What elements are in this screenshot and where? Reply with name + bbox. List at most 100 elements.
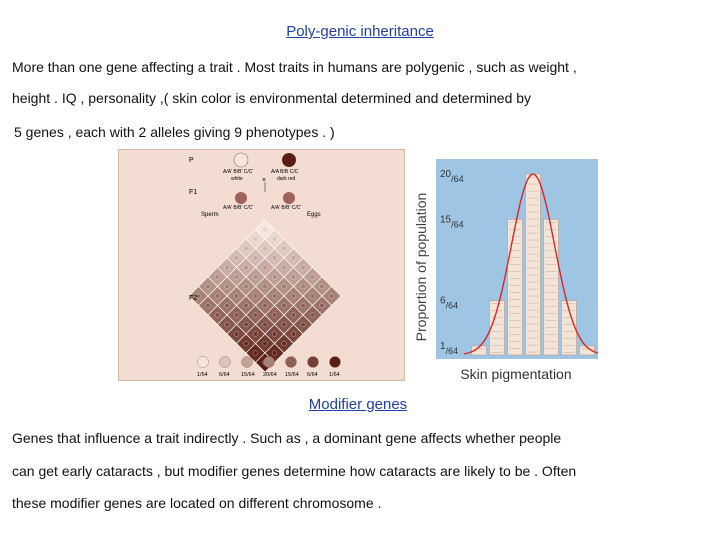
offspring-circle	[290, 331, 297, 337]
offspring-circle	[271, 255, 278, 261]
offspring-circle	[233, 331, 240, 337]
offspring-circle	[281, 302, 287, 309]
offspring-circle	[205, 302, 211, 309]
modifier-genes-title: Modifier genes	[308, 396, 408, 413]
offspring-circle	[233, 312, 240, 318]
generation-label-f1: F1	[189, 189, 197, 196]
skin-pigmentation-chart: 1/64 6/64 15/64 20/64 Proportion of populat…	[410, 155, 600, 385]
bars-group	[471, 173, 595, 356]
y-tick-label: 15/64	[440, 214, 464, 229]
offspring-circle	[233, 274, 240, 280]
offspring-circle	[281, 283, 287, 290]
offspring-circle	[243, 302, 249, 309]
offspring-circle	[252, 255, 259, 261]
offspring-circle	[243, 283, 249, 290]
bar	[507, 218, 523, 356]
polygenic-line-1: More than one gene affecting a trait . M…	[12, 59, 577, 75]
offspring-circle	[262, 226, 268, 233]
y-ticks: 1/64 6/64 15/64 20/64	[440, 169, 464, 356]
offspring-circle	[271, 350, 278, 356]
punnett-svg: P F1 F2 A/A' B/B' C/C' white A/A B/B C/C…	[188, 152, 342, 378]
modifier-line-3: these modifier genes are located on diff…	[12, 495, 382, 511]
offspring-circle	[252, 350, 259, 356]
phenotype-ratio: 20/64	[263, 372, 277, 378]
offspring-circle	[290, 255, 297, 261]
y-tick-label: 1/64	[440, 341, 458, 356]
offspring-circle	[243, 245, 249, 252]
offspring-circle	[300, 264, 306, 271]
bar	[543, 218, 559, 356]
offspring-circle	[262, 283, 268, 290]
phenotype-circle	[197, 356, 209, 368]
parent-white-circle	[233, 152, 249, 168]
phenotype-circle	[219, 356, 231, 368]
offspring-circle	[271, 312, 278, 318]
phenotype-ratio: 6/64	[219, 372, 230, 378]
offspring-circle	[262, 302, 268, 309]
offspring-circle	[290, 293, 297, 299]
offspring-circle	[328, 293, 335, 299]
modifier-line-1: Genes that influence a trait indirectly …	[12, 430, 562, 446]
parent-left-genotype: A/A' B/B' C/C'	[223, 169, 253, 175]
phenotype-circle	[263, 356, 275, 368]
offspring-circle	[233, 255, 240, 261]
offspring-circle	[214, 312, 221, 318]
offspring-circle	[319, 302, 325, 309]
offspring-circle	[300, 321, 306, 328]
phenotype-circle	[241, 356, 253, 368]
offspring-circle	[271, 236, 278, 242]
offspring-circle	[252, 236, 259, 242]
phenotype-circle	[329, 356, 341, 368]
offspring-circle	[252, 293, 259, 299]
offspring-circle	[224, 302, 230, 309]
y-tick-label: 20/64	[440, 169, 464, 184]
phenotype-ratio: 6/64	[307, 372, 318, 378]
offspring-circle	[252, 331, 259, 337]
offspring-circle	[281, 340, 287, 347]
phenotype-ratio: 15/64	[285, 372, 299, 378]
offspring-circle	[309, 312, 316, 318]
offspring-circle	[271, 331, 278, 337]
offspring-circle	[262, 264, 268, 271]
phenotype-circle	[285, 356, 297, 368]
offspring-circle	[195, 293, 202, 299]
parent-right-genotype: A/A B/B C/C	[271, 169, 299, 175]
offspring-circle	[309, 274, 316, 280]
offspring-circle	[300, 283, 306, 290]
parent-left-name: white	[231, 176, 243, 182]
offspring-circle	[300, 302, 306, 309]
polygenic-line-2: height . IQ , personality ,( skin color …	[12, 90, 532, 106]
polygenic-line-3: 5 genes , each with 2 alleles giving 9 p…	[14, 124, 335, 140]
punnett-square-figure: P F1 F2 A/A' B/B' C/C' white A/A B/B C/C…	[118, 149, 405, 381]
offspring-circle	[262, 321, 268, 328]
offspring-circle	[319, 283, 325, 290]
bar	[525, 173, 541, 356]
parent-right-name: dark red	[277, 176, 296, 182]
bar	[579, 345, 595, 356]
parent-dark-circle	[282, 153, 296, 167]
phenotype-ratio: 1/64	[197, 372, 208, 378]
phenotype-circle	[307, 356, 319, 368]
histogram-svg: 1/64 6/64 15/64 20/64 Proportion of populat…	[413, 159, 599, 382]
f1-right-genotype: A/A' B/B' C/C'	[271, 205, 301, 211]
f1-right-circle	[283, 192, 295, 204]
phenotype-ratio: 15/64	[241, 372, 255, 378]
offspring-circle	[271, 274, 278, 280]
offspring-circle	[243, 340, 249, 347]
offspring-circle	[271, 293, 278, 299]
offspring-circle	[281, 321, 287, 328]
phenotype-ratio-row: 1/64 6/64 15/64 20/64 15/64 6/64 1/64	[197, 356, 341, 378]
generation-label-f2: F2	[189, 295, 197, 302]
punnett-diamond	[188, 219, 342, 373]
offspring-circle	[262, 340, 268, 347]
offspring-circle	[309, 293, 316, 299]
bar	[561, 300, 577, 356]
y-tick-label: 6/64	[440, 296, 458, 311]
offspring-circle	[281, 245, 287, 252]
distribution-curve	[463, 173, 599, 355]
offspring-circle	[224, 264, 230, 271]
offspring-circle	[243, 321, 249, 328]
bar	[471, 345, 487, 356]
modifier-line-2: can get early cataracts , but modifier g…	[12, 463, 577, 479]
x-axis-label: Skin pigmentation	[460, 366, 571, 382]
